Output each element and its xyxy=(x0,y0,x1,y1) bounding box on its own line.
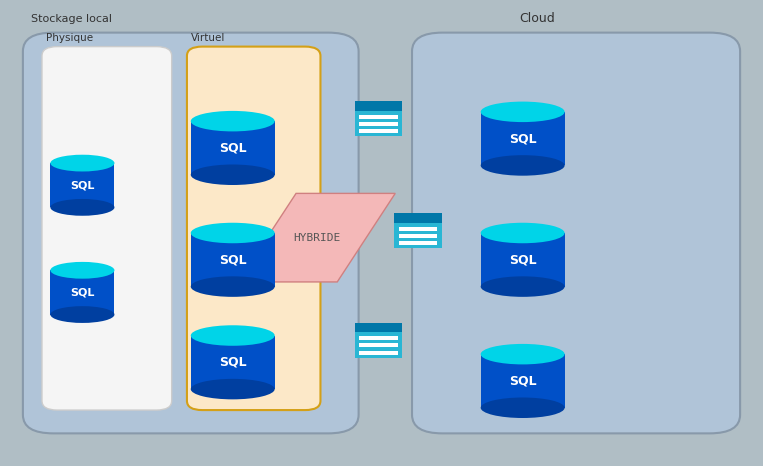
Ellipse shape xyxy=(50,262,114,279)
Polygon shape xyxy=(191,336,275,389)
Text: HYBRIDE: HYBRIDE xyxy=(293,233,340,243)
Polygon shape xyxy=(481,354,565,408)
FancyBboxPatch shape xyxy=(23,33,359,433)
Text: Stockage local: Stockage local xyxy=(31,14,111,24)
Polygon shape xyxy=(359,336,398,340)
Polygon shape xyxy=(399,234,437,238)
Text: SQL: SQL xyxy=(509,132,536,145)
Polygon shape xyxy=(399,226,437,231)
Polygon shape xyxy=(355,333,402,358)
Ellipse shape xyxy=(481,223,565,243)
Ellipse shape xyxy=(191,379,275,399)
Polygon shape xyxy=(238,193,395,282)
Ellipse shape xyxy=(481,102,565,122)
Text: SQL: SQL xyxy=(219,254,246,266)
Text: SQL: SQL xyxy=(219,356,246,369)
Ellipse shape xyxy=(50,306,114,323)
Text: SQL: SQL xyxy=(509,254,536,266)
Ellipse shape xyxy=(191,164,275,185)
Polygon shape xyxy=(191,233,275,287)
FancyBboxPatch shape xyxy=(187,47,320,410)
Ellipse shape xyxy=(481,155,565,176)
Polygon shape xyxy=(359,350,398,355)
Text: SQL: SQL xyxy=(219,142,246,154)
Polygon shape xyxy=(50,270,114,315)
Text: Cloud: Cloud xyxy=(519,13,555,25)
Polygon shape xyxy=(481,112,565,165)
Text: Physique: Physique xyxy=(46,33,93,43)
Ellipse shape xyxy=(191,223,275,243)
Ellipse shape xyxy=(481,397,565,418)
Polygon shape xyxy=(394,223,442,248)
Polygon shape xyxy=(399,241,437,245)
Polygon shape xyxy=(394,213,442,223)
Polygon shape xyxy=(481,233,565,287)
Ellipse shape xyxy=(191,111,275,131)
Polygon shape xyxy=(191,121,275,175)
Polygon shape xyxy=(50,163,114,207)
Polygon shape xyxy=(359,129,398,133)
Polygon shape xyxy=(359,115,398,119)
Polygon shape xyxy=(355,101,402,111)
Text: Virtuel: Virtuel xyxy=(191,33,225,43)
Polygon shape xyxy=(355,322,402,333)
Ellipse shape xyxy=(191,325,275,346)
Polygon shape xyxy=(359,343,398,347)
Ellipse shape xyxy=(481,276,565,297)
Ellipse shape xyxy=(50,199,114,216)
Ellipse shape xyxy=(191,276,275,297)
Ellipse shape xyxy=(50,155,114,171)
Polygon shape xyxy=(355,111,402,136)
FancyBboxPatch shape xyxy=(412,33,740,433)
Ellipse shape xyxy=(481,344,565,364)
Polygon shape xyxy=(359,122,398,126)
Text: SQL: SQL xyxy=(70,288,95,297)
Text: SQL: SQL xyxy=(509,375,536,387)
FancyBboxPatch shape xyxy=(42,47,172,410)
Text: SQL: SQL xyxy=(70,180,95,190)
